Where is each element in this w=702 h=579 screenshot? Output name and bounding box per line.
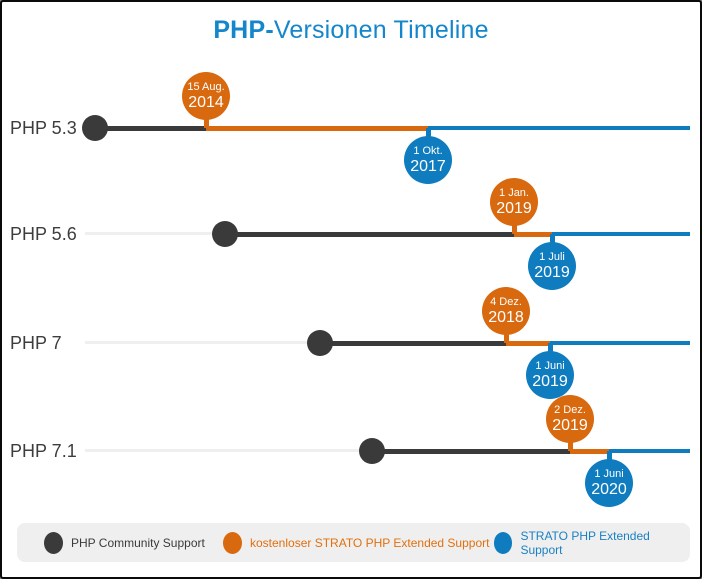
community-support-segment	[95, 126, 206, 131]
release-dot	[212, 221, 238, 247]
free-extended-support-segment	[514, 232, 552, 237]
page-title: PHP-Versionen Timeline	[2, 16, 700, 45]
badge-year: 2018	[488, 309, 524, 326]
legend: PHP Community Support kostenloser STRATO…	[17, 523, 690, 562]
badge-year: 2020	[591, 481, 627, 498]
community-end-date-badge: 1 Jan. 2019	[490, 178, 538, 226]
badge-date: 1 Jan.	[499, 187, 529, 199]
orange-badge-stem	[568, 436, 573, 451]
release-dot	[82, 115, 108, 141]
title-rest-part: Versionen Timeline	[273, 16, 489, 44]
badge-year: 2014	[188, 94, 224, 111]
extended-support-segment	[550, 341, 690, 345]
extended-support-segment	[609, 449, 690, 453]
blue-badge-stem	[550, 234, 555, 249]
pre-release-track	[85, 449, 372, 452]
legend-item-free-extended-support: kostenloser STRATO PHP Extended Support	[223, 523, 489, 562]
title-bold-part: PHP-	[213, 16, 274, 44]
blue-badge-stem	[607, 451, 612, 466]
badge-year: 2019	[532, 373, 568, 390]
free-extended-end-date-badge: 1 Juni 2020	[585, 459, 633, 507]
pre-release-track	[85, 232, 225, 235]
row-label-php56: PHP 5.6	[10, 224, 77, 244]
extended-support-swatch-icon	[494, 531, 513, 554]
free-extended-support-segment	[206, 126, 428, 131]
blue-badge-stem	[548, 343, 553, 358]
badge-date: 2 Dez.	[554, 404, 586, 416]
community-end-date-badge: 2 Dez. 2019	[546, 395, 594, 443]
free-extended-end-date-badge: 1 Juli 2019	[528, 242, 576, 290]
badge-year: 2019	[534, 264, 570, 281]
release-dot	[307, 330, 333, 356]
badge-date: 4 Dez.	[490, 296, 522, 308]
orange-badge-stem	[504, 328, 509, 343]
free-extended-end-date-badge: 1 Okt. 2017	[404, 136, 452, 184]
row-label-php53: PHP 5.3	[10, 118, 77, 138]
row-label-php71: PHP 7.1	[10, 441, 77, 461]
legend-label: PHP Community Support	[71, 535, 205, 550]
free-extended-end-date-badge: 1 Juni 2019	[526, 351, 574, 399]
community-support-segment	[225, 232, 514, 237]
badge-date: 15 Aug.	[187, 81, 225, 93]
legend-label: kostenloser STRATO PHP Extended Support	[250, 535, 490, 550]
blue-badge-stem	[426, 128, 431, 143]
community-end-date-badge: 4 Dez. 2018	[482, 287, 530, 335]
community-support-swatch-icon	[44, 531, 63, 554]
release-dot	[359, 438, 385, 464]
orange-badge-stem	[512, 219, 517, 234]
badge-year: 2019	[496, 200, 532, 217]
free-extended-support-segment	[570, 449, 609, 454]
row-label-php7: PHP 7	[10, 333, 62, 353]
orange-badge-stem	[204, 113, 209, 128]
community-end-date-badge: 15 Aug. 2014	[182, 72, 230, 120]
badge-date: 1 Juni	[535, 360, 565, 372]
extended-support-segment	[428, 126, 690, 130]
badge-year: 2017	[410, 158, 446, 175]
badge-date: 1 Juni	[594, 468, 624, 480]
free-extended-support-swatch-icon	[223, 531, 242, 554]
badge-date: 1 Juli	[539, 251, 565, 263]
badge-year: 2019	[552, 417, 588, 434]
community-support-segment	[372, 449, 570, 454]
legend-item-extended-support: STRATO PHP Extended Support	[494, 523, 690, 562]
legend-label: STRATO PHP Extended Support	[520, 528, 650, 557]
badge-date: 1 Okt.	[413, 145, 443, 157]
community-support-segment	[320, 341, 506, 346]
extended-support-segment	[552, 232, 690, 236]
free-extended-support-segment	[506, 341, 550, 346]
pre-release-track	[85, 341, 320, 344]
legend-item-community-support: PHP Community Support	[44, 523, 205, 562]
